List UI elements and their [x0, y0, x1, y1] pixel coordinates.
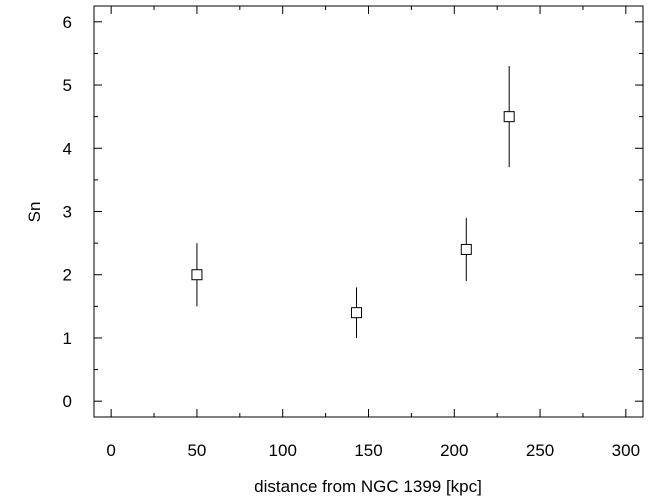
y-tick-label: 0 — [63, 392, 72, 411]
data-point — [503, 111, 515, 123]
data-point — [191, 269, 203, 281]
x-tick-label: 200 — [440, 441, 468, 460]
tick-labels: 0 50 100 150 200 250 300 0 1 2 3 4 5 6 — [63, 13, 641, 460]
data-point — [460, 243, 472, 255]
y-tick-label: 2 — [63, 266, 72, 285]
x-tick-label: 100 — [269, 441, 297, 460]
data-point — [350, 307, 362, 319]
y-tick-label: 4 — [63, 139, 72, 158]
x-tick-label: 250 — [526, 441, 554, 460]
x-tick-label: 50 — [187, 441, 206, 460]
y-tick-label: 1 — [63, 329, 72, 348]
x-axis-title: distance from NGC 1399 [kpc] — [254, 477, 482, 496]
y-tick-label: 5 — [63, 76, 72, 95]
axis-ticks — [94, 6, 643, 417]
data-series — [191, 66, 515, 338]
plot-frame — [93, 5, 644, 418]
y-tick-label: 3 — [63, 203, 72, 222]
x-tick-label: 300 — [612, 441, 640, 460]
y-tick-label: 6 — [63, 13, 72, 32]
x-tick-label: 0 — [106, 441, 115, 460]
x-tick-label: 150 — [354, 441, 382, 460]
y-axis-title: Sn — [25, 202, 44, 223]
